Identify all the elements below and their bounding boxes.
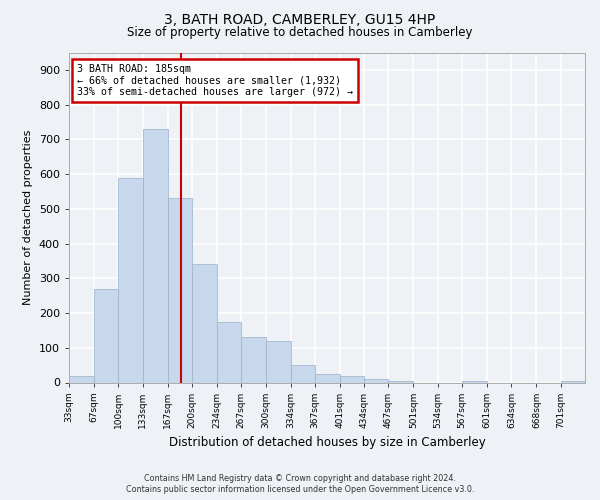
Bar: [462, 381, 487, 382]
X-axis label: Distribution of detached houses by size in Camberley: Distribution of detached houses by size …: [169, 436, 485, 449]
Bar: [561, 381, 585, 382]
Bar: [192, 264, 217, 382]
Bar: [364, 379, 388, 382]
Bar: [94, 288, 118, 382]
Bar: [388, 381, 413, 382]
Y-axis label: Number of detached properties: Number of detached properties: [23, 130, 33, 305]
Text: Contains HM Land Registry data © Crown copyright and database right 2024.
Contai: Contains HM Land Registry data © Crown c…: [126, 474, 474, 494]
Bar: [167, 198, 192, 382]
Bar: [241, 338, 266, 382]
Bar: [143, 129, 167, 382]
Bar: [290, 365, 315, 382]
Text: Size of property relative to detached houses in Camberley: Size of property relative to detached ho…: [127, 26, 473, 39]
Bar: [118, 178, 143, 382]
Bar: [217, 322, 241, 382]
Text: 3 BATH ROAD: 185sqm
← 66% of detached houses are smaller (1,932)
33% of semi-det: 3 BATH ROAD: 185sqm ← 66% of detached ho…: [77, 64, 353, 97]
Text: 3, BATH ROAD, CAMBERLEY, GU15 4HP: 3, BATH ROAD, CAMBERLEY, GU15 4HP: [164, 12, 436, 26]
Bar: [340, 376, 364, 382]
Bar: [315, 374, 340, 382]
Bar: [69, 376, 94, 382]
Bar: [266, 341, 290, 382]
